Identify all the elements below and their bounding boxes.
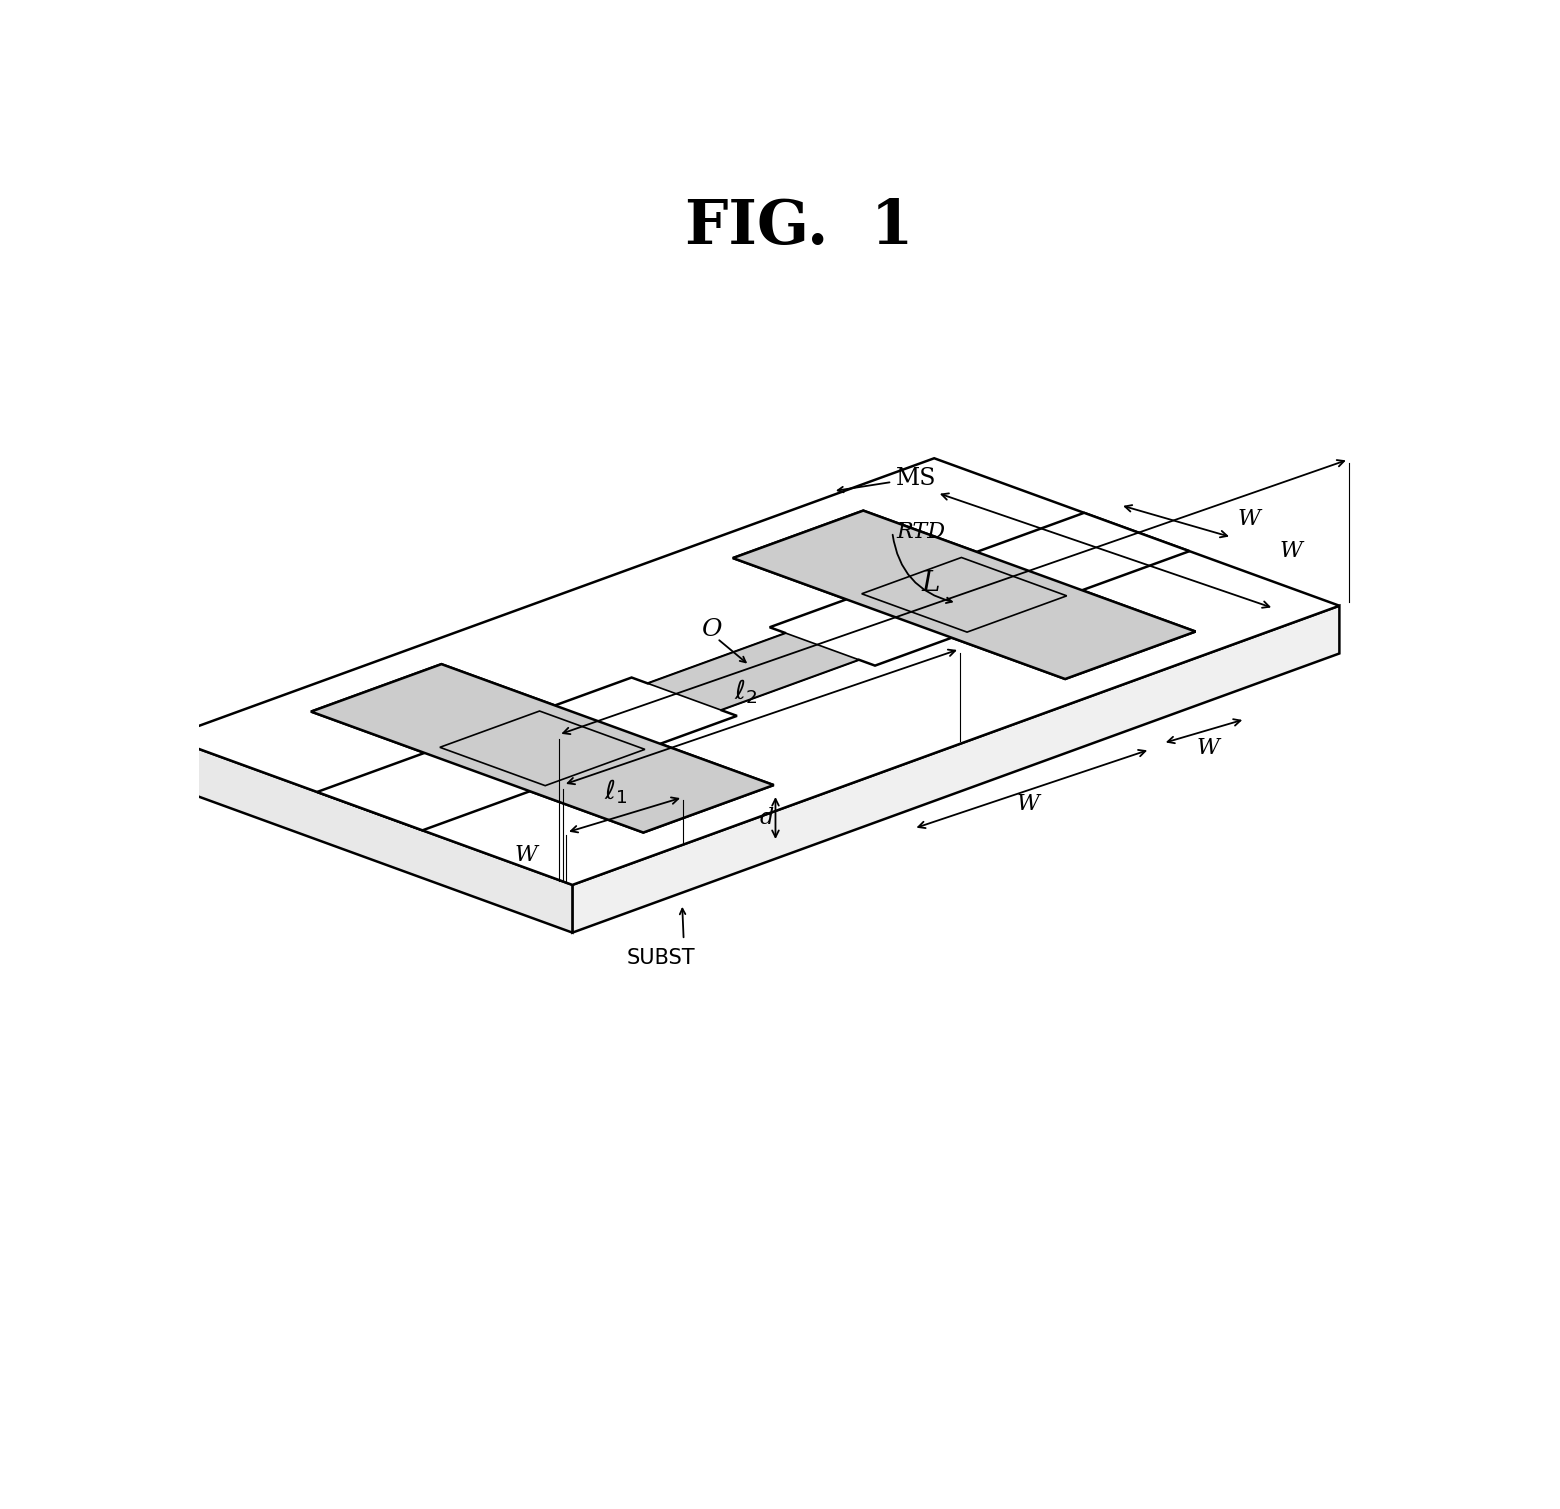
Text: L: L (922, 570, 939, 596)
Text: SUBST: SUBST (626, 948, 694, 967)
Text: W: W (1279, 540, 1303, 561)
Polygon shape (310, 664, 774, 833)
Text: W: W (1197, 736, 1220, 759)
Polygon shape (167, 738, 573, 933)
Text: O: O (700, 617, 721, 641)
Text: d: d (760, 807, 774, 828)
Text: $\ell_2$: $\ell_2$ (735, 678, 758, 706)
Text: RTD: RTD (895, 521, 945, 543)
Text: MS: MS (895, 466, 936, 489)
Polygon shape (861, 557, 1067, 632)
Polygon shape (573, 605, 1340, 933)
Text: W: W (515, 844, 538, 866)
Polygon shape (167, 459, 1340, 884)
Polygon shape (733, 510, 1195, 679)
Text: W: W (1017, 794, 1039, 815)
Text: $\ell_1$: $\ell_1$ (604, 777, 627, 806)
Polygon shape (647, 634, 860, 709)
Text: FIG.  1: FIG. 1 (685, 196, 914, 257)
Text: W: W (1237, 509, 1260, 530)
Polygon shape (440, 711, 644, 786)
Polygon shape (310, 510, 1195, 833)
